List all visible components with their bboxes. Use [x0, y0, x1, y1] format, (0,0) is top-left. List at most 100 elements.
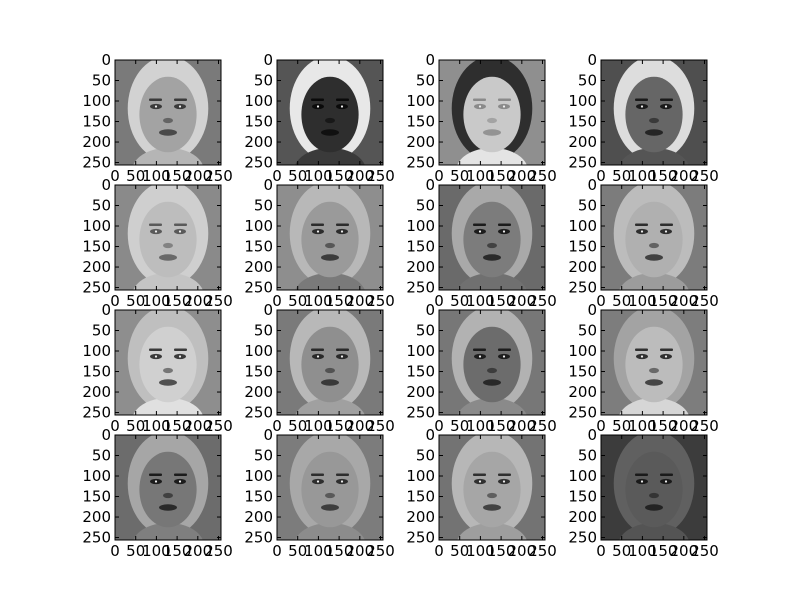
face-image: [277, 435, 383, 540]
x-tick-label: 150: [163, 542, 192, 560]
neck-region: [457, 147, 527, 165]
axes-frame: [600, 434, 708, 541]
y-tick-label: 150: [568, 113, 597, 131]
y-tick-label: 100: [406, 92, 435, 110]
left-eyebrow: [635, 223, 648, 226]
face-image: [277, 185, 383, 290]
y-tick-label: 0: [101, 176, 111, 194]
y-tick-label: 150: [82, 488, 111, 506]
x-tick-label: 150: [325, 292, 354, 310]
y-tick-label: 0: [263, 301, 273, 319]
y-tick-label: 150: [244, 113, 273, 131]
y-tick-label: 0: [263, 51, 273, 69]
x-tick-label: 250: [690, 417, 719, 435]
neck-region: [457, 272, 527, 290]
x-tick-label: 250: [204, 417, 233, 435]
x-tick-label: 50: [612, 167, 631, 185]
axes-frame: [600, 309, 708, 416]
y-tick-label: 250: [568, 404, 597, 422]
face-image: [601, 310, 707, 415]
right-eye-highlight: [178, 230, 182, 233]
y-tick-label: 0: [263, 176, 273, 194]
mouth: [159, 254, 177, 261]
x-tick-label: 0: [110, 167, 120, 185]
y-tick-label: 250: [568, 529, 597, 547]
y-tick-label: 150: [82, 363, 111, 381]
left-eye-highlight: [478, 480, 482, 483]
y-tick-label: 100: [82, 217, 111, 235]
face-region: [139, 326, 197, 403]
nose: [163, 367, 173, 374]
face-region: [625, 201, 683, 278]
face-image: [439, 185, 545, 290]
left-eye-highlight: [316, 105, 320, 108]
x-tick-label: 200: [345, 542, 374, 560]
nose: [163, 242, 173, 249]
face-image: [439, 60, 545, 165]
x-tick-label: 100: [142, 167, 171, 185]
x-tick-label: 0: [434, 417, 444, 435]
x-tick-label: 100: [304, 542, 333, 560]
right-eyebrow: [336, 98, 349, 101]
y-tick-label: 100: [82, 467, 111, 485]
y-tick-label: 100: [82, 342, 111, 360]
mouth: [483, 504, 501, 511]
y-tick-label: 0: [425, 51, 435, 69]
nose: [163, 492, 173, 499]
x-tick-label: 0: [110, 292, 120, 310]
x-tick-label: 150: [163, 292, 192, 310]
face-image: [115, 435, 221, 540]
axes-frame: [114, 59, 222, 166]
nose: [487, 492, 497, 499]
y-tick-label: 100: [568, 342, 597, 360]
x-tick-label: 250: [528, 167, 557, 185]
neck-region: [295, 397, 365, 415]
y-tick-label: 100: [406, 342, 435, 360]
left-eye-highlight: [640, 480, 644, 483]
axes-frame: [438, 184, 546, 291]
x-tick-label: 100: [466, 292, 495, 310]
right-eye-highlight: [340, 480, 344, 483]
y-tick-label: 250: [568, 154, 597, 172]
mouth: [483, 379, 501, 386]
y-tick-label: 50: [254, 322, 273, 340]
x-tick-label: 250: [204, 292, 233, 310]
axes-frame: [114, 434, 222, 541]
mouth: [483, 129, 501, 136]
mouth: [321, 129, 339, 136]
y-tick-label: 200: [244, 508, 273, 526]
right-eyebrow: [660, 223, 673, 226]
y-tick-label: 150: [406, 113, 435, 131]
mouth: [645, 504, 663, 511]
x-tick-label: 200: [507, 542, 536, 560]
y-tick-label: 250: [406, 529, 435, 547]
y-tick-label: 150: [568, 238, 597, 256]
y-tick-label: 0: [425, 426, 435, 444]
right-eye-highlight: [502, 230, 506, 233]
face-region: [301, 201, 359, 278]
x-tick-label: 50: [612, 292, 631, 310]
mouth: [645, 129, 663, 136]
y-tick-label: 250: [82, 404, 111, 422]
y-tick-label: 50: [92, 72, 111, 90]
right-eyebrow: [498, 473, 511, 476]
x-tick-label: 0: [110, 542, 120, 560]
y-tick-label: 150: [82, 238, 111, 256]
neck-region: [457, 522, 527, 540]
right-eye-highlight: [502, 355, 506, 358]
y-tick-label: 200: [82, 383, 111, 401]
x-tick-label: 150: [649, 417, 678, 435]
axes-frame: [276, 309, 384, 416]
x-tick-label: 0: [434, 167, 444, 185]
y-tick-label: 200: [82, 133, 111, 151]
face-region: [625, 326, 683, 403]
x-tick-label: 0: [272, 417, 282, 435]
axes-frame: [276, 184, 384, 291]
x-tick-label: 200: [183, 542, 212, 560]
face-region: [625, 451, 683, 528]
y-tick-label: 150: [568, 363, 597, 381]
